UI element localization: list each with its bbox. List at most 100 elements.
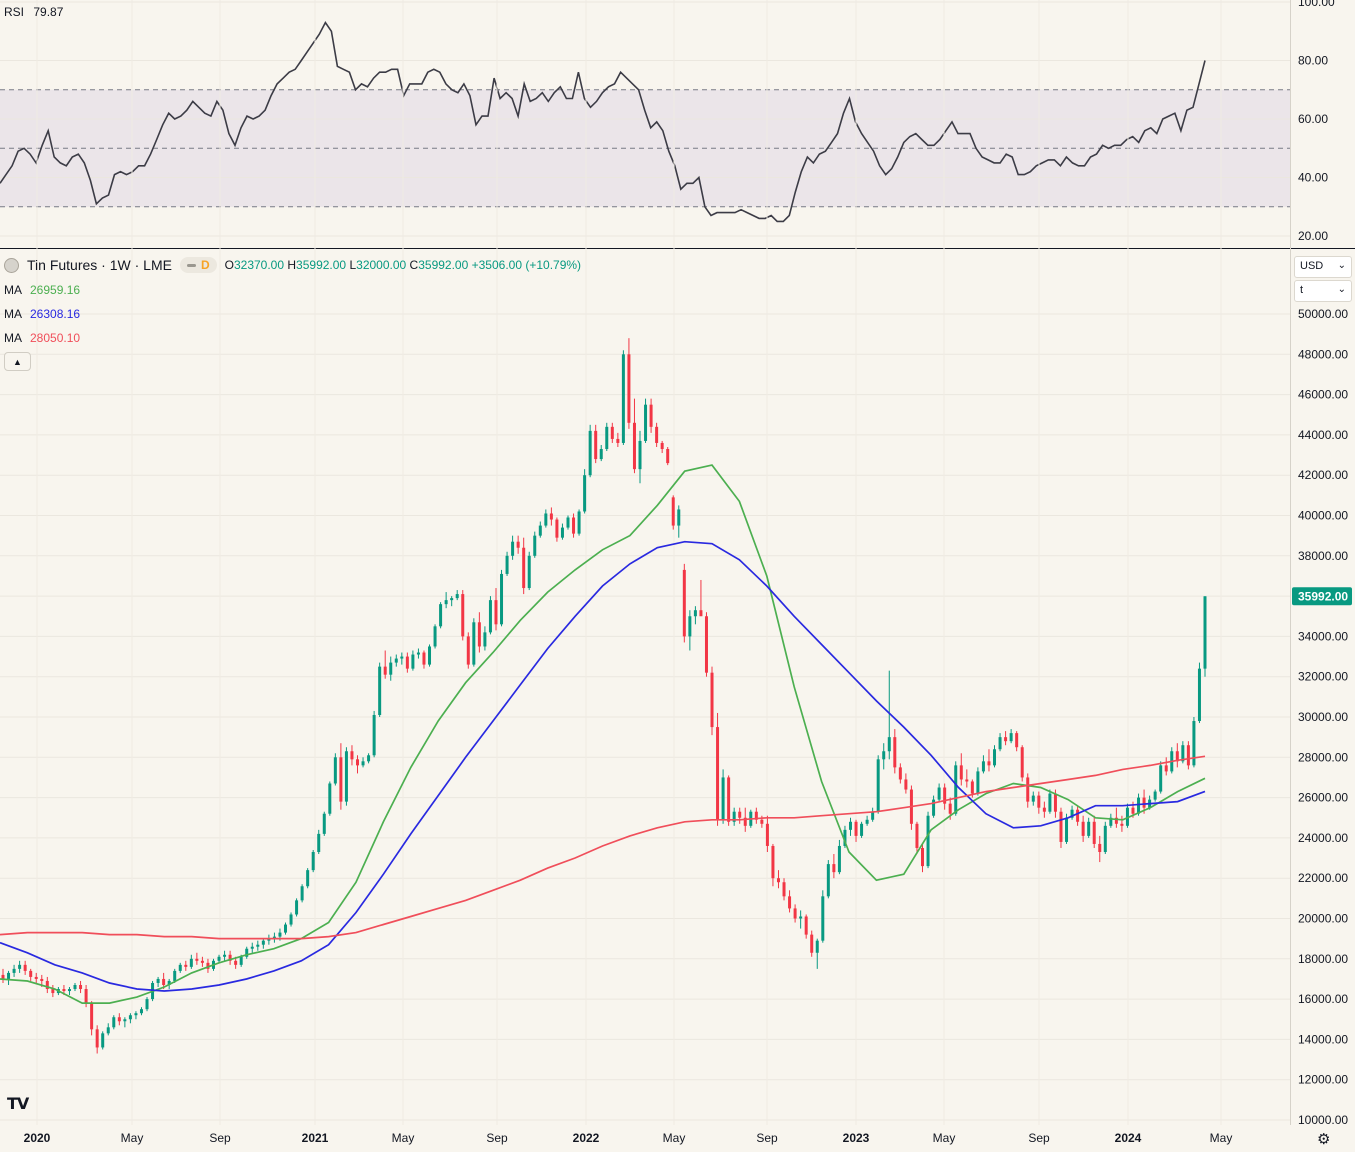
candle-body bbox=[145, 999, 149, 1010]
ma-legend-3[interactable]: MA 28050.10 bbox=[4, 331, 80, 345]
candle-body bbox=[826, 864, 830, 897]
candle-body bbox=[560, 527, 564, 538]
candle bbox=[860, 821, 864, 838]
candle bbox=[317, 829, 321, 855]
candle bbox=[1015, 731, 1019, 752]
price-tick-label: 16000.00 bbox=[1298, 992, 1348, 1006]
candle-body bbox=[79, 984, 83, 990]
candle bbox=[815, 938, 819, 969]
time-tick-label: 2022 bbox=[573, 1131, 600, 1145]
low-key: L bbox=[349, 258, 357, 272]
candle bbox=[383, 650, 387, 679]
candle-body bbox=[682, 569, 686, 637]
candle bbox=[1037, 791, 1041, 814]
candle bbox=[1087, 817, 1091, 838]
candle bbox=[699, 579, 703, 617]
candle bbox=[477, 612, 481, 653]
candle bbox=[322, 811, 326, 836]
candle bbox=[837, 839, 841, 875]
candle-body bbox=[184, 964, 188, 967]
tradingview-logo[interactable]: TV bbox=[7, 1094, 29, 1113]
data-status-badge[interactable]: D bbox=[179, 257, 217, 273]
candle-body bbox=[821, 896, 825, 941]
candle-body bbox=[704, 616, 708, 673]
candle-body bbox=[1042, 807, 1046, 812]
close-key: C bbox=[409, 258, 419, 272]
candle-body bbox=[439, 604, 443, 627]
candle bbox=[538, 521, 542, 538]
candle bbox=[51, 984, 55, 998]
candle bbox=[405, 652, 409, 673]
candle-body bbox=[1192, 721, 1196, 766]
price-tick-label: 34000.00 bbox=[1298, 629, 1348, 643]
candle-body bbox=[261, 940, 265, 945]
candle-body bbox=[45, 980, 49, 990]
unit-select[interactable]: t ⌄ bbox=[1294, 280, 1352, 302]
candle bbox=[566, 515, 570, 530]
candle-body bbox=[367, 755, 371, 762]
price-tick-label: 46000.00 bbox=[1298, 388, 1348, 402]
candle bbox=[511, 535, 515, 560]
price-tick-label: 30000.00 bbox=[1298, 710, 1348, 724]
ma-legend-1[interactable]: MA 26959.16 bbox=[4, 283, 80, 297]
candle-body bbox=[416, 652, 420, 655]
candle bbox=[45, 976, 49, 994]
symbol-logo-icon bbox=[4, 257, 19, 273]
candle bbox=[1186, 741, 1190, 770]
ma-label: MA bbox=[4, 331, 22, 345]
candle bbox=[616, 432, 620, 447]
candle-body bbox=[1015, 733, 1019, 748]
candle-body bbox=[843, 829, 847, 846]
collapse-legend-button[interactable]: ▲ bbox=[4, 352, 31, 371]
candle-body bbox=[267, 938, 271, 941]
candle bbox=[516, 535, 520, 554]
candle bbox=[876, 755, 880, 814]
candle-body bbox=[106, 1027, 110, 1034]
candle-body bbox=[173, 970, 177, 981]
candle-body bbox=[62, 989, 66, 992]
time-tick-label: 2023 bbox=[843, 1131, 870, 1145]
candle bbox=[245, 946, 249, 959]
candle bbox=[389, 656, 393, 681]
ma-legend-2[interactable]: MA 26308.16 bbox=[4, 307, 80, 321]
candle bbox=[993, 745, 997, 768]
candle bbox=[12, 964, 16, 977]
time-tick-label: Sep bbox=[1028, 1131, 1050, 1145]
candle bbox=[632, 398, 636, 474]
candle-body bbox=[871, 811, 875, 820]
candle-body bbox=[937, 787, 941, 800]
candle-body bbox=[139, 1009, 143, 1014]
currency-select[interactable]: USD ⌄ bbox=[1294, 256, 1352, 278]
ohlc-values: O32370.00 H35992.00 L32000.00 C35992.00 … bbox=[225, 258, 581, 272]
candle-body bbox=[200, 960, 204, 963]
candle bbox=[1020, 745, 1024, 782]
candle bbox=[333, 753, 337, 786]
candle bbox=[1109, 813, 1113, 828]
candle bbox=[328, 781, 332, 816]
candle-body bbox=[306, 870, 310, 887]
candle-body bbox=[511, 541, 515, 556]
candle-body bbox=[344, 751, 348, 802]
axes: 100.00 80.00 60.00 40.00 20.00 50000.00 48000.… bbox=[24, 0, 1352, 1145]
candle bbox=[67, 987, 71, 996]
last-price-marker bbox=[1292, 587, 1352, 606]
candle-body bbox=[649, 404, 653, 427]
close-value: 35992.00 bbox=[418, 258, 469, 272]
candle-body bbox=[1103, 825, 1107, 853]
gear-icon[interactable]: ⚙ bbox=[1317, 1131, 1331, 1148]
candle bbox=[704, 612, 708, 677]
symbol-title[interactable]: Tin Futures · 1W · LME bbox=[27, 257, 172, 273]
candle bbox=[1120, 815, 1124, 832]
time-tick-label: May bbox=[933, 1131, 956, 1145]
candle bbox=[361, 757, 365, 768]
candle-body bbox=[732, 811, 736, 822]
candle-body bbox=[527, 555, 531, 589]
candle bbox=[488, 596, 492, 635]
candle bbox=[981, 755, 985, 774]
candle-body bbox=[688, 616, 692, 637]
candle bbox=[339, 743, 343, 810]
candle bbox=[998, 733, 1002, 752]
candle bbox=[1153, 789, 1157, 802]
candle-body bbox=[959, 765, 963, 780]
